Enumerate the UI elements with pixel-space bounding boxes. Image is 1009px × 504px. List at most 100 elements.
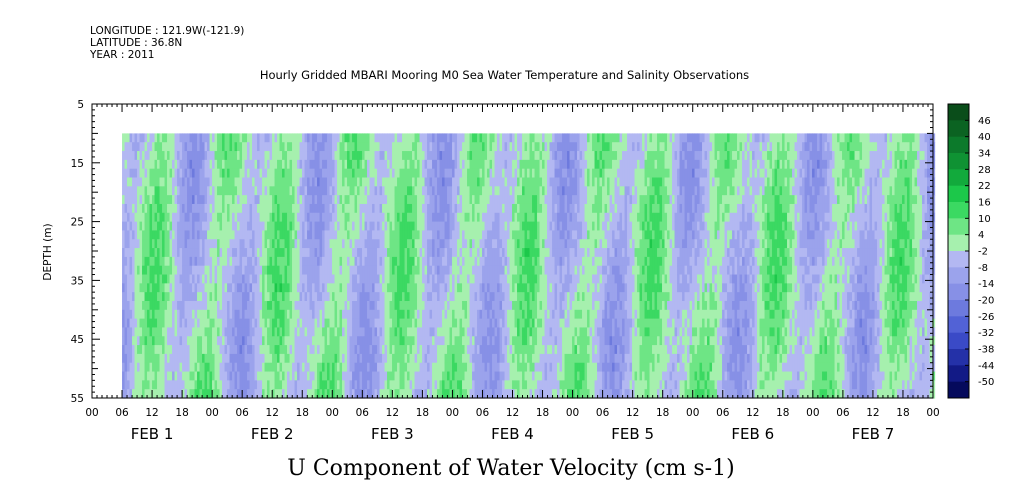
heatmap-cell xyxy=(392,327,396,337)
heatmap-cell xyxy=(387,159,391,170)
heatmap-cell xyxy=(307,221,311,232)
heatmap-cell xyxy=(182,239,186,249)
heatmap-cell xyxy=(279,327,283,337)
heatmap-cell xyxy=(162,345,166,355)
heatmap-cell xyxy=(369,168,373,179)
heatmap-cell xyxy=(319,292,323,302)
heatmap-cell xyxy=(389,168,393,179)
heatmap-cell xyxy=(192,177,196,187)
heatmap-cell xyxy=(379,212,383,223)
heatmap-cell xyxy=(302,353,306,364)
heatmap-cell xyxy=(162,371,166,381)
heatmap-cell xyxy=(192,274,196,284)
heatmap-cell xyxy=(317,353,321,364)
heatmap-cell xyxy=(202,159,206,170)
heatmap-cell xyxy=(174,239,178,249)
heatmap-cell xyxy=(224,186,228,196)
heatmap-cell xyxy=(292,274,296,284)
heatmap-cell xyxy=(354,203,358,214)
heatmap-cell xyxy=(167,212,171,223)
heatmap-cell xyxy=(327,239,331,249)
heatmap-cell xyxy=(374,283,378,293)
heatmap-cell xyxy=(374,345,378,355)
heatmap-cell xyxy=(397,389,401,399)
heatmap-cell xyxy=(162,309,166,320)
heatmap-cell xyxy=(204,345,208,355)
heatmap-cell xyxy=(369,203,373,214)
heatmap-cell xyxy=(202,292,206,302)
heatmap-cell xyxy=(309,353,313,364)
heatmap-cell xyxy=(234,186,238,196)
heatmap-cell xyxy=(127,142,131,152)
heatmap-cell xyxy=(197,318,201,329)
heatmap-cell xyxy=(367,353,371,364)
heatmap-cell xyxy=(129,265,133,276)
heatmap-cell xyxy=(222,177,226,187)
heatmap-cell xyxy=(147,248,151,258)
heatmap-cell xyxy=(129,380,133,390)
heatmap-cell xyxy=(202,327,206,337)
heatmap-cell xyxy=(212,336,216,346)
heatmap-cell xyxy=(144,177,148,187)
heatmap-cell xyxy=(337,274,341,284)
heatmap-cell xyxy=(262,353,266,364)
heatmap-cell xyxy=(402,151,406,161)
heatmap-cell xyxy=(132,239,136,249)
heatmap-cell xyxy=(179,221,183,232)
heatmap-cell xyxy=(374,203,378,214)
heatmap-cell xyxy=(127,318,131,329)
heatmap-cell xyxy=(362,239,366,249)
heatmap-cell xyxy=(144,274,148,284)
heatmap-cell xyxy=(247,362,251,373)
heatmap-cell xyxy=(389,389,393,399)
heatmap-cell xyxy=(222,292,226,302)
heatmap-cell xyxy=(294,151,298,161)
heatmap-cell xyxy=(169,380,173,390)
heatmap-cell xyxy=(322,345,326,355)
heatmap-cell xyxy=(379,274,383,284)
heatmap-cell xyxy=(359,336,363,346)
heatmap-cell xyxy=(217,292,221,302)
heatmap-cell xyxy=(357,195,361,205)
heatmap-cell xyxy=(262,345,266,355)
heatmap-cell xyxy=(307,274,311,284)
heatmap-cell xyxy=(162,230,166,240)
heatmap-cell xyxy=(377,230,381,240)
heatmap-cell xyxy=(279,318,283,329)
heatmap-cell xyxy=(217,203,221,214)
heatmap-cell xyxy=(164,186,168,196)
heatmap-cell xyxy=(127,283,131,293)
heatmap-cell xyxy=(264,345,268,355)
heatmap-cell xyxy=(219,239,223,249)
heatmap-cell xyxy=(304,142,308,152)
heatmap-cell xyxy=(204,318,208,329)
heatmap-cell xyxy=(204,230,208,240)
heatmap-cell xyxy=(177,230,181,240)
heatmap-cell xyxy=(299,362,303,373)
heatmap-cell xyxy=(147,221,151,232)
heatmap-cell xyxy=(234,371,238,381)
heatmap-cell xyxy=(367,300,371,311)
heatmap-cell xyxy=(257,177,261,187)
heatmap-cell xyxy=(214,292,218,302)
heatmap-cell xyxy=(237,336,241,346)
heatmap-cell xyxy=(402,318,406,329)
heatmap-cell xyxy=(294,239,298,249)
heatmap-cell xyxy=(392,159,396,170)
heatmap-cell xyxy=(229,345,233,355)
heatmap-cell xyxy=(379,345,383,355)
heatmap-cell xyxy=(399,292,403,302)
heatmap-cell xyxy=(342,380,346,390)
heatmap-cell xyxy=(357,336,361,346)
heatmap-cell xyxy=(364,256,368,267)
heatmap-cell xyxy=(279,283,283,293)
heatmap-cell xyxy=(329,212,333,223)
heatmap-cell xyxy=(272,212,276,223)
heatmap-cell xyxy=(399,195,403,205)
heatmap-cell xyxy=(239,221,243,232)
heatmap-cell xyxy=(279,195,283,205)
heatmap-cell xyxy=(192,195,196,205)
heatmap-cell xyxy=(134,353,138,364)
heatmap-cell xyxy=(259,239,263,249)
heatmap-cell xyxy=(289,177,293,187)
